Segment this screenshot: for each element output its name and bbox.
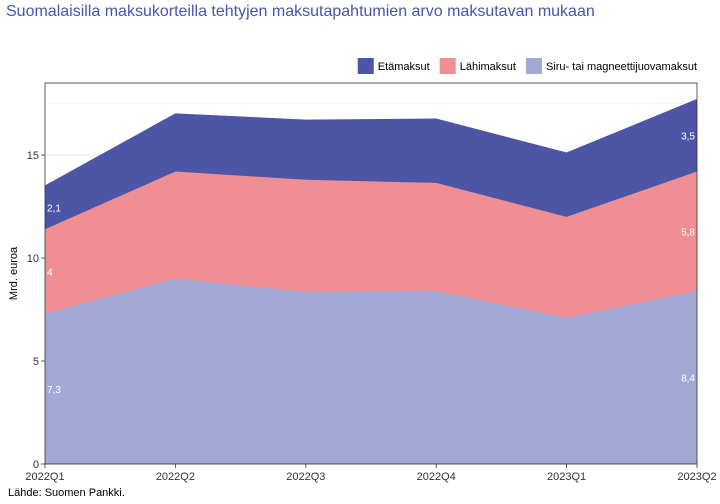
y-tick-label: 15 bbox=[27, 150, 39, 162]
legend-item: Lähimaksut bbox=[439, 58, 516, 74]
legend-item: Etämaksut bbox=[357, 58, 430, 74]
area-edge-etämaksut bbox=[44, 99, 698, 187]
y-tick-label: 0 bbox=[33, 459, 39, 471]
y-tick-label: 5 bbox=[33, 356, 39, 368]
x-tick-label: 2022Q2 bbox=[156, 471, 195, 483]
x-tick-label: 2022Q3 bbox=[286, 471, 325, 483]
area-lähimaksut bbox=[45, 171, 697, 318]
data-label: 3,5 bbox=[681, 132, 695, 143]
area-edge-lähimaksut bbox=[44, 171, 698, 230]
data-label: 7,3 bbox=[47, 385, 61, 396]
legend-item: Siru- tai magneettijuovamaksut bbox=[525, 58, 697, 74]
data-label: 4 bbox=[47, 267, 53, 278]
legend-swatch bbox=[525, 58, 542, 74]
legend-label: Siru- tai magneettijuovamaksut bbox=[546, 61, 697, 73]
plot-border bbox=[44, 82, 698, 465]
x-tick-label: 2023Q2 bbox=[677, 471, 716, 483]
y-axis-label: Mrd. euroa bbox=[8, 246, 20, 300]
data-label: 8,4 bbox=[681, 374, 695, 385]
legend-label: Lähimaksut bbox=[460, 61, 516, 73]
source-note: Lähde: Suomen Pankki. bbox=[8, 487, 125, 499]
y-tick-label: 10 bbox=[27, 253, 39, 265]
area-etämaksut bbox=[45, 99, 697, 230]
data-label: 5,8 bbox=[681, 227, 695, 238]
x-tick-label: 2022Q4 bbox=[417, 471, 456, 483]
data-label: 2,1 bbox=[47, 204, 61, 215]
legend-swatch bbox=[439, 58, 456, 74]
legend-label: Etämaksut bbox=[378, 61, 430, 73]
legend-swatch bbox=[357, 58, 374, 74]
area-siru-tai-magneettijuovamaksut bbox=[45, 278, 697, 464]
x-tick-label: 2022Q1 bbox=[25, 471, 64, 483]
x-tick-label: 2023Q1 bbox=[547, 471, 586, 483]
chart-title: Suomalaisilla maksukorteilla tehtyjen ma… bbox=[6, 3, 595, 20]
